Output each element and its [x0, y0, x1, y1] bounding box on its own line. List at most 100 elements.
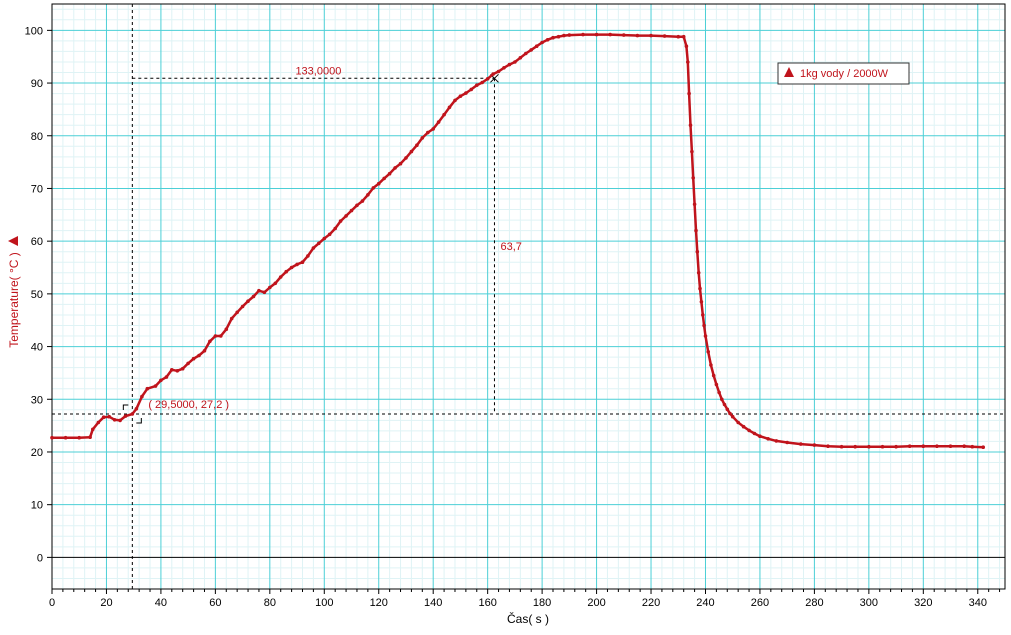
data-point [420, 136, 425, 140]
x-tick-label: 100 [315, 597, 333, 609]
legend-marker-triangle [784, 67, 794, 77]
data-point [529, 48, 533, 52]
data-point [208, 339, 212, 344]
data-point [387, 171, 392, 176]
data-point [268, 285, 272, 290]
data-point [747, 428, 751, 433]
data-point [447, 105, 452, 110]
data-point [63, 435, 68, 440]
data-point [736, 420, 740, 425]
x-tick-label: 180 [533, 597, 551, 609]
x-tick-label: 20 [100, 597, 112, 609]
data-point [686, 60, 690, 64]
cursor-bracket [122, 404, 142, 424]
cursor-point-label: ( 29,5000, 27,2 ) [148, 399, 229, 411]
data-point [720, 397, 724, 402]
data-point [812, 443, 817, 447]
data-point [123, 414, 128, 418]
data-point [502, 66, 506, 70]
data-point [398, 161, 403, 166]
data-point [962, 444, 966, 449]
data-point [107, 414, 111, 419]
data-point [608, 32, 612, 37]
data-point [752, 431, 757, 436]
x-tick-label: 300 [860, 597, 878, 609]
x-tick-label: 320 [914, 597, 932, 609]
measurement-cursor: ( 29,5000, 27,2 ) 133,0000 63,7 [52, 4, 1005, 589]
data-point [690, 149, 694, 154]
data-point [382, 176, 387, 181]
data-point [464, 91, 468, 95]
x-axis-label: Čas( s ) [507, 611, 549, 626]
x-tick-label: 60 [209, 597, 221, 609]
y-tick-label: 70 [31, 183, 43, 195]
data-point [153, 384, 158, 388]
data-point [322, 236, 327, 241]
data-point [77, 435, 81, 440]
data-point [112, 418, 117, 422]
data-point [262, 290, 267, 295]
data-point [355, 203, 359, 208]
y-tick-label: 50 [31, 289, 43, 301]
data-point [894, 444, 898, 449]
data-point [186, 361, 190, 366]
data-point [699, 300, 704, 304]
x-tick-label: 200 [587, 597, 605, 609]
data-point [371, 186, 376, 190]
data-point [722, 402, 727, 407]
data-point [404, 156, 408, 160]
data-point [360, 199, 365, 203]
legend-box [777, 62, 910, 85]
data-point [415, 143, 419, 147]
data-point [717, 390, 721, 395]
data-point [306, 254, 310, 258]
data-point [513, 60, 517, 64]
data-point [687, 91, 691, 96]
data-point [691, 176, 695, 180]
data-point [300, 260, 305, 265]
data-point [725, 407, 730, 412]
data-point [556, 34, 561, 39]
data-point [224, 327, 229, 332]
series-1kg-vody [50, 32, 985, 450]
data-point [694, 228, 698, 233]
x-tick-label: 260 [751, 597, 769, 609]
data-point [376, 181, 381, 186]
data-point [692, 202, 697, 207]
x-tick-label: 220 [642, 597, 660, 609]
data-point [491, 72, 495, 76]
data-point [676, 34, 681, 39]
y-tick-label: 60 [31, 236, 43, 248]
data-point [799, 442, 803, 446]
data-point [338, 219, 343, 223]
data-point [140, 394, 144, 399]
data-point [853, 444, 857, 449]
data-point [366, 193, 370, 197]
data-point [698, 286, 702, 291]
data-point [393, 166, 397, 170]
legend[interactable]: 1kg vody / 2000W [777, 62, 910, 85]
data-point [688, 123, 693, 127]
data-point [409, 149, 414, 154]
data-point [766, 437, 770, 441]
data-point [540, 40, 544, 45]
data-point [278, 275, 283, 279]
data-point [562, 33, 566, 38]
x-tick-label: 340 [969, 597, 987, 609]
data-point [703, 334, 708, 338]
delta-y-label: 63,7 [500, 241, 521, 253]
y-tick-label: 80 [31, 131, 43, 143]
data-point [696, 271, 701, 275]
data-point [711, 373, 716, 378]
plot-area [52, 4, 1005, 589]
x-tick-label: 280 [805, 597, 823, 609]
data-point [534, 44, 539, 48]
y-tick-label: 0 [37, 552, 43, 564]
y-axis-label-group: Temperature( °C ) [7, 236, 21, 348]
data-point [191, 356, 196, 361]
data-point [134, 407, 139, 411]
y-tick-label: 10 [31, 500, 43, 512]
data-point [485, 77, 490, 81]
data-point [701, 313, 705, 317]
data-point [475, 83, 479, 87]
